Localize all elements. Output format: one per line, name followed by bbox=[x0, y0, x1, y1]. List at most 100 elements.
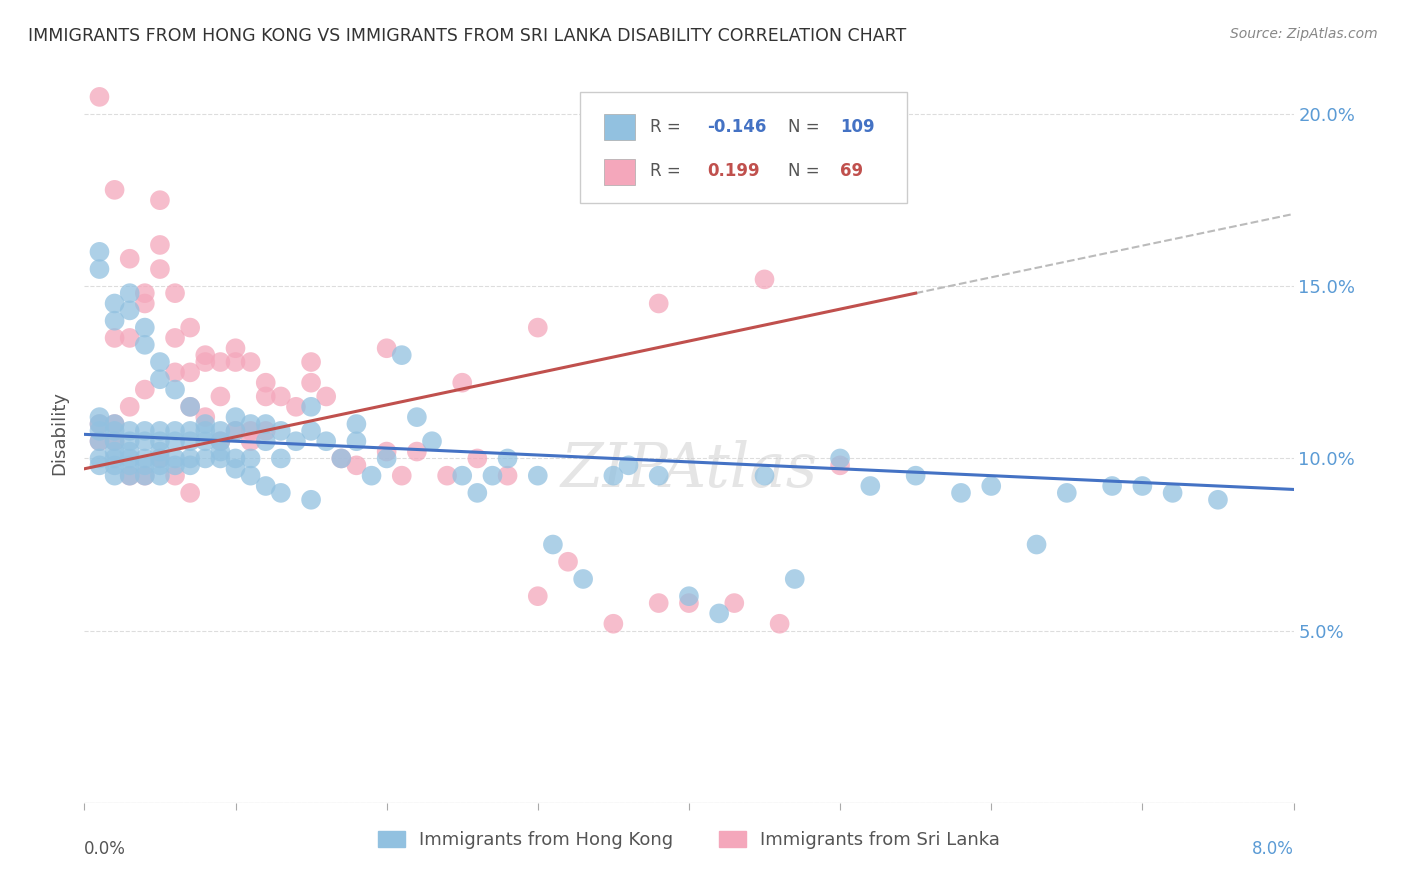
Point bbox=[254, 417, 277, 431]
Point bbox=[149, 238, 172, 252]
Point bbox=[149, 451, 172, 466]
Point bbox=[194, 424, 217, 438]
Point bbox=[194, 410, 217, 425]
Text: ZIPAtlas: ZIPAtlas bbox=[561, 440, 817, 500]
Point bbox=[165, 365, 187, 379]
Point bbox=[239, 434, 262, 449]
Point bbox=[179, 424, 201, 438]
Point bbox=[375, 444, 398, 458]
Point bbox=[179, 365, 201, 379]
Point bbox=[209, 355, 232, 369]
Point bbox=[330, 451, 353, 466]
Point bbox=[225, 424, 247, 438]
Point bbox=[299, 400, 322, 414]
Point bbox=[149, 262, 172, 277]
Point bbox=[104, 451, 127, 466]
Text: R =: R = bbox=[650, 118, 681, 136]
Point bbox=[89, 458, 111, 473]
Point bbox=[104, 331, 127, 345]
Point bbox=[239, 451, 262, 466]
Point bbox=[254, 376, 277, 390]
Point bbox=[134, 468, 156, 483]
Point bbox=[134, 424, 156, 438]
Point bbox=[617, 458, 640, 473]
Point bbox=[209, 434, 232, 449]
Point bbox=[769, 616, 792, 631]
Point bbox=[104, 417, 127, 431]
FancyBboxPatch shape bbox=[605, 159, 634, 185]
Point bbox=[980, 479, 1002, 493]
Point bbox=[165, 434, 187, 449]
Text: -0.146: -0.146 bbox=[707, 118, 766, 136]
Point bbox=[165, 458, 187, 473]
Point bbox=[1101, 479, 1123, 493]
Point bbox=[375, 451, 398, 466]
Point bbox=[149, 444, 172, 458]
Point bbox=[648, 468, 671, 483]
Point bbox=[572, 572, 595, 586]
Point bbox=[89, 417, 111, 431]
Point bbox=[254, 424, 277, 438]
FancyBboxPatch shape bbox=[605, 114, 634, 140]
Point bbox=[194, 348, 217, 362]
Point bbox=[149, 468, 172, 483]
Point bbox=[89, 417, 111, 431]
Point bbox=[602, 468, 624, 483]
Point bbox=[118, 286, 141, 301]
Text: 109: 109 bbox=[841, 118, 875, 136]
Point bbox=[451, 468, 474, 483]
Point bbox=[165, 383, 187, 397]
Point bbox=[118, 468, 141, 483]
Point bbox=[406, 444, 429, 458]
Point bbox=[179, 434, 201, 449]
Point bbox=[830, 148, 852, 162]
Point bbox=[179, 320, 201, 334]
Point bbox=[527, 468, 550, 483]
Point bbox=[648, 596, 671, 610]
Point bbox=[678, 589, 700, 603]
Point bbox=[602, 616, 624, 631]
Point bbox=[134, 338, 156, 352]
Point bbox=[179, 458, 201, 473]
Point bbox=[239, 417, 262, 431]
Point bbox=[165, 331, 187, 345]
Point bbox=[209, 389, 232, 403]
Point bbox=[239, 468, 262, 483]
Point bbox=[104, 434, 127, 449]
Point bbox=[1025, 537, 1047, 551]
Point bbox=[118, 434, 141, 449]
Point bbox=[165, 451, 187, 466]
Point bbox=[104, 468, 127, 483]
Point bbox=[165, 286, 187, 301]
Point bbox=[270, 424, 292, 438]
Point bbox=[118, 444, 141, 458]
Point bbox=[89, 434, 111, 449]
Point bbox=[496, 451, 519, 466]
Point bbox=[406, 410, 429, 425]
Point bbox=[360, 468, 382, 483]
Point bbox=[149, 355, 172, 369]
Point bbox=[299, 355, 322, 369]
Point bbox=[783, 572, 806, 586]
Point bbox=[194, 434, 217, 449]
Point bbox=[89, 451, 111, 466]
Point bbox=[104, 444, 127, 458]
Point bbox=[118, 252, 141, 266]
Point bbox=[346, 417, 368, 431]
Point bbox=[118, 331, 141, 345]
Point bbox=[467, 451, 489, 466]
Point bbox=[1161, 486, 1184, 500]
Point bbox=[481, 468, 503, 483]
Point bbox=[179, 400, 201, 414]
Point bbox=[950, 486, 973, 500]
Point bbox=[165, 468, 187, 483]
Point bbox=[104, 424, 127, 438]
Point bbox=[299, 492, 322, 507]
Point bbox=[134, 434, 156, 449]
Point bbox=[315, 389, 337, 403]
Point bbox=[89, 262, 111, 277]
Point bbox=[330, 451, 353, 466]
Point bbox=[225, 341, 247, 355]
Point bbox=[89, 434, 111, 449]
Point bbox=[225, 355, 247, 369]
